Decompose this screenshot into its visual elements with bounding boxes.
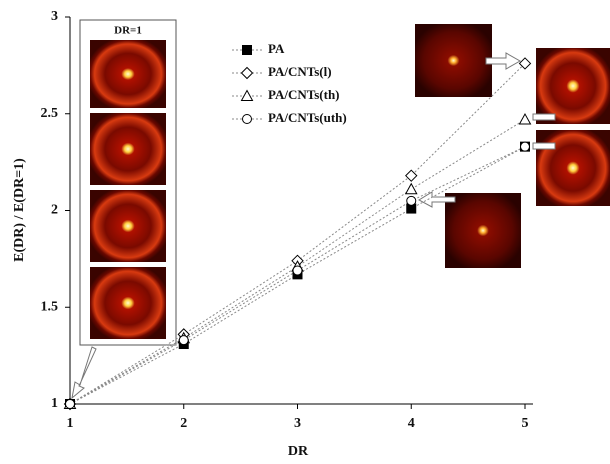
legend-label: PA [268,41,285,56]
diffraction-image [415,24,492,97]
x-tick-label: 1 [67,416,74,431]
y-tick-label: 1 [51,396,58,411]
diffraction-image [90,40,166,108]
arrow [72,347,96,398]
diffraction-image [90,113,166,185]
data-point [66,400,75,409]
data-point [520,114,531,124]
legend-marker [242,91,253,101]
legend-label: PA/CNTs(l) [268,64,332,79]
x-tick-label: 4 [408,416,415,431]
diffraction-image [90,190,166,262]
arrow [533,114,555,120]
x-tick-label: 5 [522,416,529,431]
y-axis-label: E(DR) / E(DR=1) [12,158,27,262]
y-tick-label: 2.5 [41,106,59,121]
data-point [179,336,188,345]
x-axis-label: DR [288,444,309,459]
left-image-panel: DR=1 [72,20,176,398]
legend-label: PA/CNTs(uth) [268,110,347,125]
annotation: DR=1 [114,25,142,37]
y-tick-label: 2 [51,203,58,218]
legend-marker [242,68,253,79]
data-point [407,196,416,205]
arrow [533,143,555,149]
diffraction-image [445,193,521,268]
y-tick-label: 3 [51,9,58,24]
chart: DR=1 DR E(DR) / E(DR=1) 1 1.5 2 2.5 3 1 2 3 4 5 PA… [0,0,610,464]
data-point [293,266,302,275]
y-tick-label: 1.5 [41,299,59,314]
right-images [415,24,610,268]
x-tick-label: 3 [294,416,301,431]
legend-marker [243,115,252,124]
diffraction-image [536,48,610,124]
data-point [406,184,417,194]
diffraction-image [536,130,610,206]
diffraction-image [90,267,166,339]
legend-marker [243,46,252,55]
data-point [521,142,530,151]
x-tick-label: 2 [180,416,187,431]
legend-label: PA/CNTs(th) [268,87,340,102]
